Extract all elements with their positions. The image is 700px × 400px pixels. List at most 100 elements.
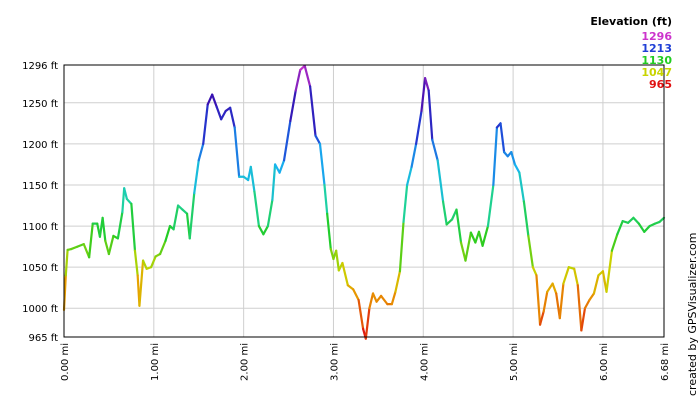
elevation-segment [538, 310, 545, 326]
elevation-segment [289, 89, 297, 122]
elevation-segment [76, 243, 85, 248]
y-tick-label: 1296 ft [22, 61, 58, 72]
elevation-segment [431, 138, 439, 162]
elevation-segment [318, 142, 326, 187]
elevation-segment [445, 218, 454, 226]
elevation-segment [188, 192, 196, 240]
elevation-segment [271, 163, 277, 201]
elevation-segment [346, 284, 355, 291]
elevation-segment [481, 224, 490, 247]
elevation-segment [220, 109, 227, 121]
legend-entry: 1130 [641, 54, 672, 67]
x-tick-label: 3.00 mi [329, 343, 340, 381]
elevation-segment [637, 222, 646, 233]
elevation-segment [101, 216, 107, 242]
elevation-segment [510, 151, 516, 166]
y-tick-label: 1000 ft [22, 304, 58, 315]
elevation-segment [427, 89, 434, 141]
elevation-segment [546, 282, 554, 293]
elevation-segment [390, 290, 397, 306]
elevation-profile-line [62, 64, 666, 340]
grid-lines [64, 65, 664, 337]
elevation-segment [121, 187, 126, 214]
elevation-segment [357, 298, 365, 330]
elevation-segment [282, 119, 292, 162]
x-tick-label: 4.00 mi [419, 343, 430, 381]
elevation-segment [257, 224, 265, 236]
elevation-segment [273, 163, 281, 174]
y-tick-label: 1200 ft [22, 140, 58, 151]
elevation-segment [371, 292, 378, 303]
elevation-segment [658, 216, 666, 224]
x-tick-label: 6.00 mi [599, 343, 610, 381]
elevation-segment [423, 77, 430, 92]
elevation-segment [253, 190, 261, 228]
elevation-segment [133, 249, 139, 277]
elevation-segment [368, 292, 375, 310]
elevation-segment [531, 266, 538, 277]
elevation-segment [314, 134, 322, 145]
elevation-segment [379, 294, 389, 306]
legend-entry: 1047 [641, 66, 672, 79]
elevation-segment [486, 183, 495, 228]
elevation-segment [88, 222, 94, 259]
elevation-segment [197, 142, 205, 162]
elevation-segment [551, 282, 558, 295]
legend-entry: 1213 [641, 42, 672, 55]
elevation-segment [558, 282, 565, 320]
elevation-segment [610, 233, 619, 252]
elevation-segment [562, 266, 570, 285]
credit-text: created by GPSVisualizer.com [686, 233, 699, 396]
elevation-segment [522, 200, 530, 238]
elevation-segment [616, 220, 624, 236]
y-tick-label: 1100 ft [22, 222, 58, 233]
elevation-segment [323, 183, 329, 215]
elevation-segment [326, 212, 332, 251]
elevation-segment [309, 85, 317, 137]
y-tick-label: 1050 ft [22, 263, 58, 274]
y-tick-label: 1250 ft [22, 99, 58, 110]
elevation-segment [398, 220, 405, 273]
elevation-segment [249, 165, 256, 193]
legend-entry: 1296 [641, 30, 672, 43]
x-tick-label: 6.68 mi [660, 343, 671, 381]
elevation-segment [164, 224, 172, 242]
elevation-segment [215, 105, 223, 121]
elevation-segment [70, 245, 79, 251]
elevation-segment [527, 234, 534, 269]
elevation-segment [436, 159, 445, 203]
x-tick-label: 1.00 mi [150, 343, 161, 381]
elevation-segment [518, 171, 525, 203]
x-tick-label: 2.00 mi [240, 343, 251, 381]
elevation-segment [123, 187, 128, 201]
elevation-segment [643, 224, 651, 233]
elevation-segment [406, 165, 413, 187]
elevation-segment [583, 298, 591, 310]
elevation-segment [211, 93, 218, 109]
elevation-segment [492, 126, 499, 187]
y-tick-labels: 965 ft 1000 ft 1050 ft 1100 ft 1150 ft 1200 f… [22, 61, 58, 344]
elevation-segment [464, 231, 472, 262]
x-tick-labels: 0.00 mi 1.00 mi 2.00 mi 3.00 mi 4.00 mi 5.00 … [60, 343, 671, 381]
elevation-segment [542, 290, 549, 313]
elevation-segment [130, 202, 137, 252]
elevation-segment [605, 249, 614, 293]
elevation-segment [592, 274, 600, 295]
elevation-segment [455, 208, 463, 244]
elevation-segment [414, 109, 423, 145]
y-tick-label: 1150 ft [22, 181, 58, 192]
elevation-segment [477, 230, 484, 247]
x-tick-label: 5.00 mi [509, 343, 520, 381]
elevation-segment [64, 248, 69, 277]
elevation-segment [278, 159, 286, 174]
elevation-segment [588, 292, 596, 302]
elevation-segment [335, 249, 340, 272]
elevation-segment [499, 122, 506, 154]
elevation-segment [441, 200, 448, 226]
elevation-segment [632, 216, 640, 225]
elevation-segment [580, 307, 587, 332]
legend-entry: 965 [649, 78, 672, 91]
elevation-segment [82, 243, 91, 259]
